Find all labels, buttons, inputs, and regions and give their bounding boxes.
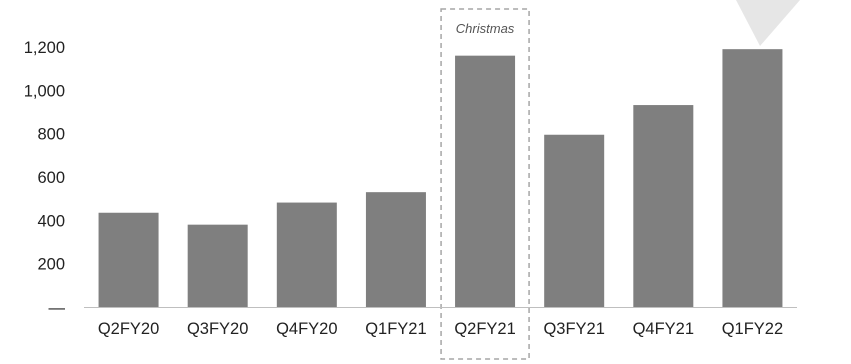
y-tick-label: 1,000 bbox=[24, 82, 65, 100]
bar-q4fy20 bbox=[276, 202, 337, 307]
x-tick-label: Q2FY21 bbox=[454, 320, 515, 338]
bars-layer bbox=[98, 49, 783, 308]
y-tick-label: 600 bbox=[37, 169, 65, 187]
x-tick-label: Q2FY20 bbox=[98, 320, 159, 338]
bar-q3fy20 bbox=[187, 224, 248, 307]
bar-q2fy20 bbox=[98, 212, 159, 307]
christmas-annotation-box bbox=[440, 8, 530, 360]
y-tick-label: 400 bbox=[37, 212, 65, 230]
y-tick-labels: — 200 400 600 800 1,000 1,200 bbox=[24, 39, 66, 317]
x-tick-label: Q3FY20 bbox=[187, 320, 248, 338]
bar-q2fy21 bbox=[455, 55, 516, 307]
y-tick-label: — bbox=[49, 299, 66, 317]
y-tick-label: 200 bbox=[37, 256, 65, 274]
x-tick-label: Q1FY21 bbox=[365, 320, 426, 338]
christmas-annotation-label: Christmas bbox=[456, 21, 515, 36]
bar-q4fy21 bbox=[633, 105, 694, 307]
x-tick-label: Q4FY21 bbox=[633, 320, 694, 338]
x-tick-labels: Q2FY20 Q3FY20 Q4FY20 Q1FY21 Q2FY21 Q3FY21 Q4FY… bbox=[98, 320, 783, 338]
y-tick-label: 800 bbox=[37, 126, 65, 144]
bar-q1fy21 bbox=[365, 192, 426, 307]
bar-q3fy21 bbox=[544, 134, 605, 307]
x-tick-label: Q3FY21 bbox=[543, 320, 604, 338]
corner-decoration bbox=[736, 0, 800, 46]
y-tick-label: 1,200 bbox=[24, 39, 65, 57]
x-tick-label: Q1FY22 bbox=[722, 320, 783, 338]
annotation-layer: Christmas bbox=[440, 8, 530, 360]
x-tick-label: Q4FY20 bbox=[276, 320, 337, 338]
bar-q1fy22 bbox=[722, 49, 783, 308]
